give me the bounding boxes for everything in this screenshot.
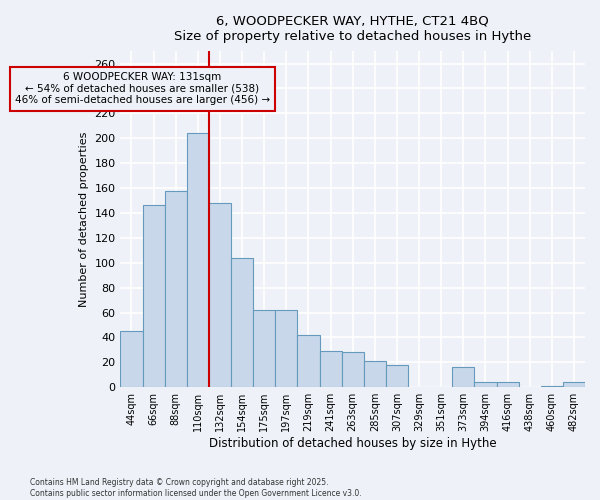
Bar: [187, 134, 209, 387]
Bar: [275, 310, 298, 387]
Y-axis label: Number of detached properties: Number of detached properties: [79, 132, 89, 307]
Bar: [452, 368, 475, 387]
Bar: [320, 351, 341, 387]
Bar: [298, 335, 320, 387]
Bar: [563, 382, 585, 387]
Bar: [341, 352, 364, 387]
Text: Contains HM Land Registry data © Crown copyright and database right 2025.
Contai: Contains HM Land Registry data © Crown c…: [30, 478, 362, 498]
Bar: [121, 331, 143, 387]
X-axis label: Distribution of detached houses by size in Hythe: Distribution of detached houses by size …: [209, 437, 497, 450]
Bar: [231, 258, 253, 387]
Bar: [253, 310, 275, 387]
Bar: [497, 382, 518, 387]
Bar: [209, 203, 231, 387]
Bar: [386, 365, 408, 387]
Bar: [475, 382, 497, 387]
Bar: [364, 361, 386, 387]
Bar: [164, 190, 187, 387]
Title: 6, WOODPECKER WAY, HYTHE, CT21 4BQ
Size of property relative to detached houses : 6, WOODPECKER WAY, HYTHE, CT21 4BQ Size …: [174, 15, 532, 43]
Text: 6 WOODPECKER WAY: 131sqm
← 54% of detached houses are smaller (538)
46% of semi-: 6 WOODPECKER WAY: 131sqm ← 54% of detach…: [15, 72, 270, 106]
Bar: [541, 386, 563, 387]
Bar: [143, 206, 164, 387]
